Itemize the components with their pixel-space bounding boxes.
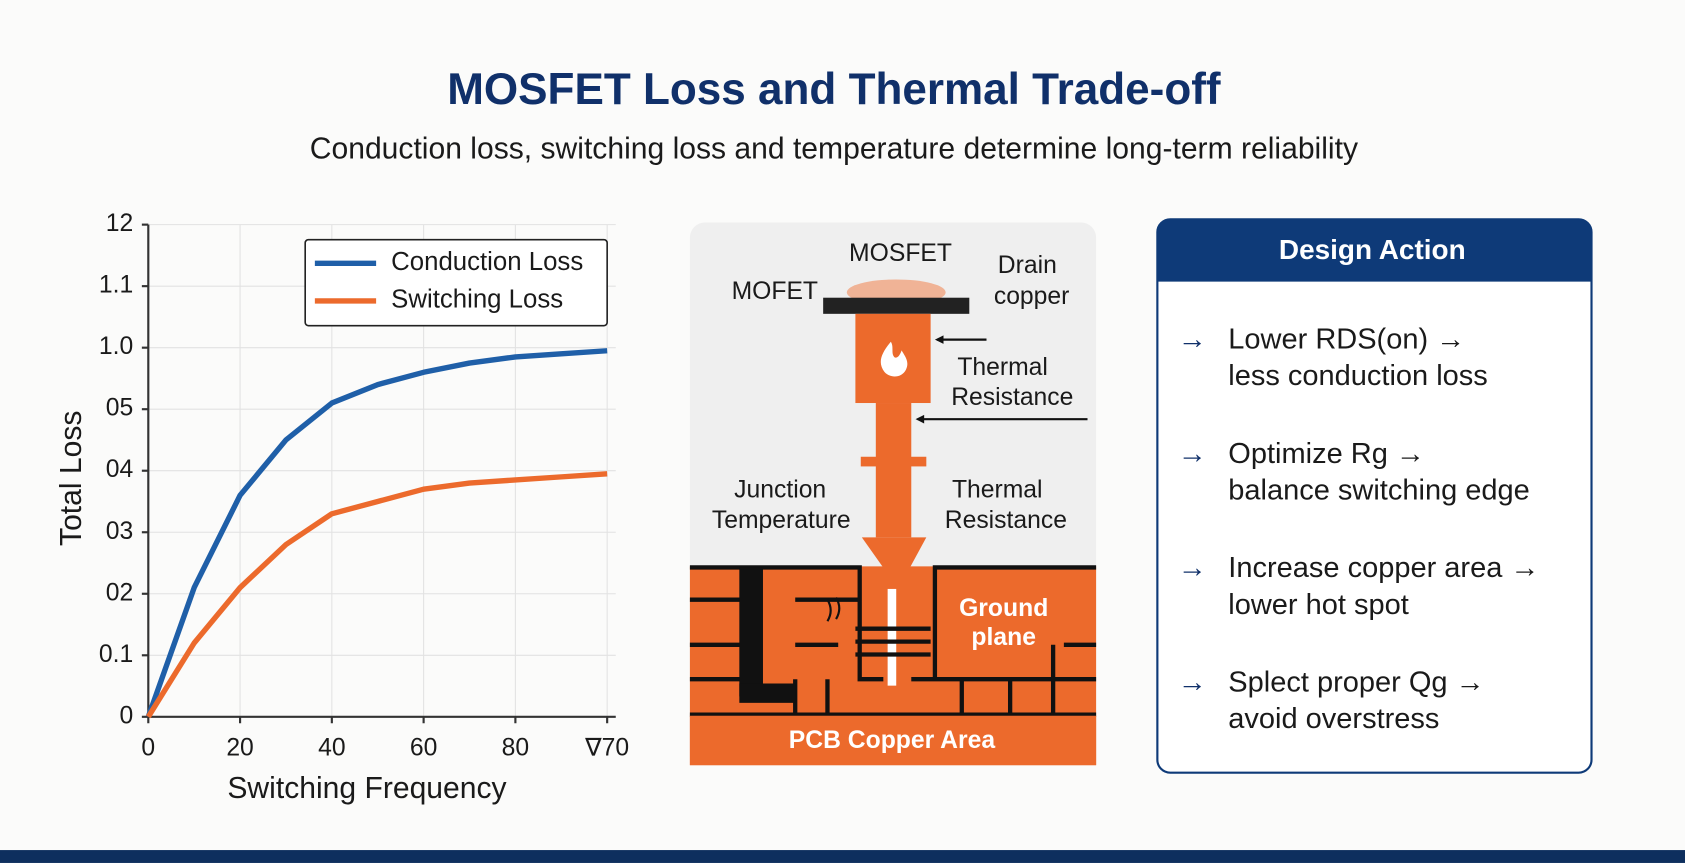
legend-label: Switching Loss (391, 286, 563, 314)
label: PCB Copper Area (789, 727, 996, 754)
y-tick-label: 1.0 (99, 333, 133, 360)
label: Junction (734, 477, 826, 504)
y-axis-title: Total Loss (55, 411, 88, 546)
label: Resistance (945, 507, 1067, 534)
panel-item: Lower RDS(on) → (1228, 323, 1465, 355)
label: Resistance (951, 384, 1073, 411)
pointer-head (934, 335, 944, 344)
panel-item: Optimize Rg → (1228, 438, 1425, 470)
pcb-band (689, 715, 1097, 766)
label: Drain (998, 252, 1057, 279)
panel-title: Design Action (1279, 234, 1466, 265)
label: Thermal (952, 477, 1043, 504)
panel-item: less conduction loss (1228, 360, 1488, 392)
panel-arrow: → (1178, 667, 1207, 699)
mosfet-bar (823, 297, 970, 314)
x-tick-label: 20 (226, 735, 253, 762)
y-tick-label: 05 (106, 395, 133, 422)
label: plane (971, 624, 1036, 651)
panel-item: lower hot spot (1228, 589, 1409, 621)
subtitle: Conduction loss, switching loss and temp… (310, 132, 1358, 165)
line-series (145, 348, 608, 718)
y-tick-label: 0.1 (99, 641, 133, 668)
y-tick-label: 1.1 (99, 272, 133, 299)
legend-box (304, 238, 608, 327)
x-tick-label: 80 (502, 735, 529, 762)
label: copper (994, 283, 1070, 310)
y-tick-label: 02 (106, 579, 133, 606)
panel-arrow: → (1178, 323, 1207, 355)
panel-item: Increase copper area → (1228, 552, 1539, 584)
x-tick-label: 0 (141, 735, 155, 762)
panel-header (1157, 219, 1592, 282)
legend-label: Conduction Loss (391, 248, 583, 276)
thermal-diagram: MOSFET MOFET Drain copper Thermal Resist… (689, 222, 1097, 766)
panel-arrow: → (1178, 438, 1207, 470)
heat-waves (826, 596, 841, 622)
panel-item: avoid overstress (1228, 703, 1439, 735)
pcb-via (739, 567, 763, 697)
x-axis-title: Switching Frequency (227, 772, 506, 805)
label: Thermal (957, 354, 1048, 381)
design-panel: Design Action → Lower RDS(on) → less condu… (1156, 218, 1593, 774)
x-tick-label: 40 (318, 735, 345, 762)
label: MOFET (732, 278, 818, 305)
heat-pad (860, 456, 927, 467)
y-tick-label: 04 (106, 456, 134, 483)
panel-item: balance switching edge (1228, 474, 1529, 506)
heat-path (875, 403, 912, 538)
x-tick-label: 60 (410, 735, 437, 762)
label: MOSFET (849, 240, 952, 267)
thermal-stem (887, 588, 897, 686)
flame-icon (880, 341, 908, 377)
label: Temperature (712, 507, 851, 534)
y-tick-label: 03 (106, 518, 133, 545)
panel-item: Splect proper Qg → (1228, 667, 1484, 699)
chart: 0 0.1 02 03 04 05 1.0 1.1 12 0 20 40 60 80 ∇70 Switchin… (55, 210, 629, 805)
label: Ground (959, 595, 1048, 622)
line-series (146, 471, 608, 719)
x-tick-label: ∇70 (584, 735, 629, 762)
panel-arrow: → (1178, 552, 1207, 584)
y-tick-label: 12 (106, 210, 133, 237)
y-tick-label: 0 (120, 702, 134, 729)
layers (855, 626, 931, 657)
title: MOSFET Loss and Thermal Trade-off (447, 65, 1221, 114)
footer-bar (0, 850, 1685, 863)
heat-arrow (861, 537, 927, 589)
pointer-head (915, 414, 925, 424)
pcb-via (739, 683, 796, 703)
